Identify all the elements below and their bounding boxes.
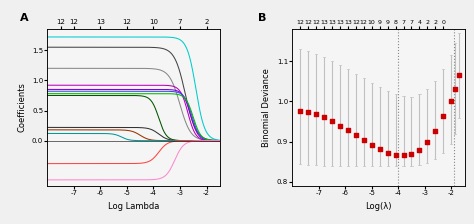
X-axis label: Log Lambda: Log Lambda [108, 202, 159, 211]
Point [392, 154, 400, 157]
Point [447, 100, 455, 103]
Y-axis label: Binomial Deviance: Binomial Deviance [262, 68, 271, 147]
Point [352, 134, 360, 137]
Point [360, 138, 367, 142]
Point [296, 109, 304, 113]
Point [344, 129, 352, 132]
Point [312, 112, 320, 115]
Point [384, 151, 392, 155]
Point [439, 114, 447, 118]
X-axis label: Log(λ): Log(λ) [365, 202, 392, 211]
Point [336, 124, 344, 127]
Point [456, 73, 463, 77]
Point [328, 119, 336, 123]
Y-axis label: Coefficients: Coefficients [18, 83, 27, 132]
Point [368, 143, 375, 146]
Point [424, 141, 431, 144]
Point [431, 129, 439, 133]
Point [400, 154, 407, 157]
Point [320, 115, 328, 118]
Point [304, 110, 312, 114]
Text: A: A [20, 13, 28, 24]
Point [416, 148, 423, 151]
Text: B: B [258, 13, 266, 24]
Point [376, 148, 383, 151]
Point [408, 152, 415, 155]
Point [451, 88, 459, 91]
